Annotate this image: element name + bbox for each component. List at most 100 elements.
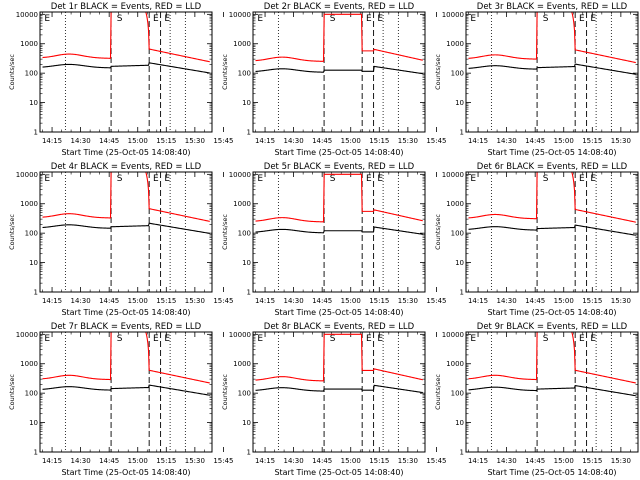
detector-panel-4: Det 4r BLACK = Events, RED = LLD Counts/s…: [8, 162, 234, 317]
x-tick-label: 15:30: [611, 137, 631, 145]
x-tick-label: 15:30: [611, 457, 631, 465]
interval-mark-label: E: [470, 14, 476, 24]
interval-mark-label: E: [257, 174, 263, 184]
panel-title: Det 7r BLACK = Events, RED = LLD: [51, 322, 202, 332]
y-tick-label: 1: [34, 449, 38, 457]
y-tick-label: 1: [460, 129, 464, 137]
x-tick-label: 15:00: [341, 137, 361, 145]
interval-mark-label: E: [257, 14, 263, 24]
x-tick-label: 14:30: [497, 137, 517, 145]
y-axis-label: Counts/sec: [434, 214, 442, 250]
y-tick-label: 10: [29, 419, 38, 427]
x-tick-label: 15:45: [213, 297, 233, 305]
events-series-line: [255, 65, 423, 75]
x-tick-label: 14:30: [284, 137, 304, 145]
y-axis-label: Counts/sec: [434, 54, 442, 90]
x-tick-label: 15:45: [426, 457, 446, 465]
x-tick-label: 15:15: [369, 297, 389, 305]
events-series-line: [255, 226, 423, 235]
x-tick-label: 14:45: [312, 297, 332, 305]
x-axis-label: Start Time (25-Oct-05 14:08:40): [274, 308, 403, 317]
interval-mark-label: E: [44, 174, 50, 184]
x-axis-label: Start Time (25-Oct-05 14:08:40): [487, 148, 616, 157]
events-series-line: [468, 384, 636, 397]
y-tick-label: 10: [455, 259, 464, 267]
x-tick-label: 14:45: [99, 297, 119, 305]
detector-panel-1: Det 1r BLACK = Events, RED = LLD Counts/s…: [8, 2, 234, 157]
y-tick-label: 10000: [16, 171, 38, 179]
interval-mark-label: E: [366, 334, 372, 344]
interval-mark-label: S: [543, 14, 549, 24]
x-tick-label: 14:45: [525, 457, 545, 465]
x-tick-label: 15:15: [582, 137, 602, 145]
y-tick-label: 100: [25, 390, 38, 398]
x-axis-label: Start Time (25-Oct-05 14:08:40): [274, 148, 403, 157]
y-axis-label: Counts/sec: [8, 54, 16, 90]
panel-title: Det 1r BLACK = Events, RED = LLD: [51, 2, 202, 12]
y-tick-label: 100: [451, 230, 464, 238]
y-tick-label: 10000: [229, 331, 251, 339]
lld-series-line: [42, 12, 210, 63]
interval-mark-label: E: [377, 174, 383, 184]
y-tick-label: 10000: [442, 11, 464, 19]
x-tick-label: 14:30: [284, 297, 304, 305]
interval-mark-label: S: [330, 14, 336, 24]
detector-panel-6: Det 6r BLACK = Events, RED = LLD Counts/s…: [434, 162, 640, 317]
y-axis-label: Counts/sec: [434, 374, 442, 410]
panel-title: Det 2r BLACK = Events, RED = LLD: [264, 2, 415, 12]
y-tick-label: 1000: [233, 360, 251, 368]
lld-series-line: [255, 333, 423, 382]
y-tick-label: 10: [455, 99, 464, 107]
x-tick-label: 14:15: [42, 457, 62, 465]
x-tick-label: 15:45: [213, 137, 233, 145]
y-tick-label: 1: [460, 449, 464, 457]
interval-mark-label: E: [153, 174, 159, 184]
lld-series-line: [468, 332, 636, 384]
plot-frame: [39, 171, 213, 293]
lld-series-line: [255, 13, 423, 62]
y-tick-label: 1000: [20, 40, 38, 48]
interval-mark-label: E: [590, 174, 596, 184]
x-tick-label: 15:15: [156, 137, 176, 145]
x-tick-label: 15:30: [611, 297, 631, 305]
interval-mark-label: E: [257, 334, 263, 344]
y-axis-label: Counts/sec: [221, 54, 229, 90]
y-tick-label: 100: [238, 390, 251, 398]
y-tick-label: 1: [34, 129, 38, 137]
detector-panel-7: Det 7r BLACK = Events, RED = LLD Counts/s…: [8, 322, 234, 477]
y-tick-label: 10000: [229, 171, 251, 179]
x-tick-label: 15:15: [582, 297, 602, 305]
x-tick-label: 15:00: [128, 457, 148, 465]
interval-mark-label: S: [330, 174, 336, 184]
y-tick-label: 100: [25, 70, 38, 78]
x-tick-label: 14:30: [71, 137, 91, 145]
panel-title: Det 4r BLACK = Events, RED = LLD: [51, 162, 202, 172]
y-tick-label: 10: [455, 419, 464, 427]
x-tick-label: 15:15: [369, 457, 389, 465]
x-tick-label: 14:15: [468, 137, 488, 145]
panel-title: Det 3r BLACK = Events, RED = LLD: [477, 2, 628, 12]
interval-mark-label: E: [153, 334, 159, 344]
x-tick-label: 15:30: [185, 137, 205, 145]
x-axis-label: Start Time (25-Oct-05 14:08:40): [487, 308, 616, 317]
interval-mark-label: E: [579, 14, 585, 24]
y-tick-label: 10000: [229, 11, 251, 19]
detector-panel-8: Det 8r BLACK = Events, RED = LLD Counts/s…: [221, 322, 447, 477]
x-tick-label: 15:00: [341, 457, 361, 465]
y-tick-label: 1: [247, 289, 251, 297]
lld-series-line: [255, 173, 423, 223]
y-tick-label: 1: [34, 289, 38, 297]
interval-mark-label: E: [579, 174, 585, 184]
y-tick-label: 10000: [442, 171, 464, 179]
x-tick-label: 15:00: [128, 297, 148, 305]
y-tick-label: 1000: [20, 360, 38, 368]
y-tick-label: 1000: [233, 40, 251, 48]
y-tick-label: 10: [29, 259, 38, 267]
plot-frame: [465, 171, 639, 293]
y-tick-label: 1000: [446, 200, 464, 208]
events-series-line: [42, 62, 210, 74]
x-tick-label: 14:15: [255, 457, 275, 465]
plot-frame: [465, 331, 639, 453]
x-tick-label: 15:30: [185, 297, 205, 305]
interval-mark-label: E: [44, 14, 50, 24]
